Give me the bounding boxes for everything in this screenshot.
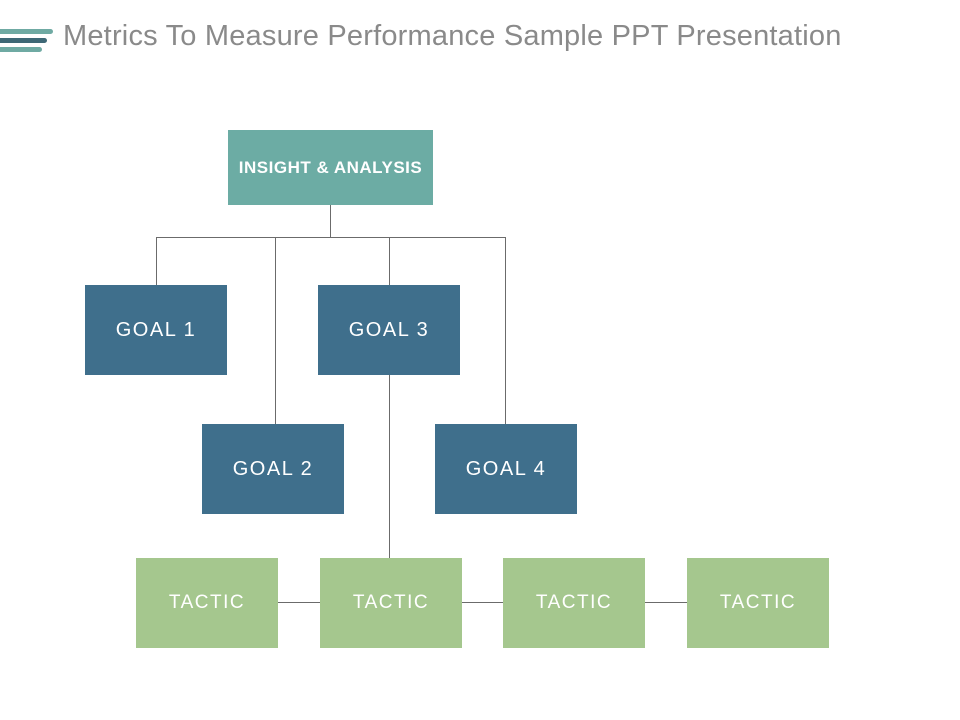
title-accent-stripes-icon [0, 47, 42, 52]
node-tactic-1: TACTIC [136, 558, 278, 648]
node-tactic-4: TACTIC [687, 558, 829, 648]
node-tactic-1-label: TACTIC [168, 592, 246, 613]
node-tactic-4-label: TACTIC [719, 592, 797, 613]
node-goal-1: GOAL 1 [85, 285, 227, 375]
node-goal-4-label: GOAL 4 [465, 457, 547, 480]
node-insight-analysis: INSIGHT & ANALYSIS [228, 130, 433, 205]
node-goal-4: GOAL 4 [435, 424, 577, 514]
node-tactic-3: TACTIC [503, 558, 645, 648]
node-goal-3-label: GOAL 3 [348, 318, 430, 341]
connector-to-goal-1 [156, 237, 157, 285]
connector-tactic-3-to-tactic-4 [645, 602, 687, 603]
node-goal-2: GOAL 2 [202, 424, 344, 514]
node-insight-analysis-label: INSIGHT & ANALYSIS [238, 157, 423, 177]
node-goal-2-label: GOAL 2 [232, 457, 314, 480]
connector-to-goal-4 [505, 237, 506, 424]
node-tactic-2-label: TACTIC [352, 592, 430, 613]
connector-to-goal-2 [275, 237, 276, 424]
connector-root-to-main [330, 205, 331, 237]
connector-goal-3-to-tactic-2 [389, 375, 390, 558]
title-accent-stripes-icon [0, 38, 47, 43]
node-goal-1-label: GOAL 1 [115, 318, 197, 341]
node-goal-3: GOAL 3 [318, 285, 460, 375]
connector-to-goal-3 [389, 237, 390, 285]
connector-tactic-1-to-tactic-2 [278, 602, 320, 603]
connector-tactic-2-to-tactic-3 [462, 602, 503, 603]
node-tactic-2: TACTIC [320, 558, 462, 648]
node-tactic-3-label: TACTIC [535, 592, 613, 613]
connector-main-horizontal [156, 237, 506, 238]
title-accent-stripes-icon [0, 29, 53, 34]
slide-title: Metrics To Measure Performance Sample PP… [63, 20, 842, 52]
